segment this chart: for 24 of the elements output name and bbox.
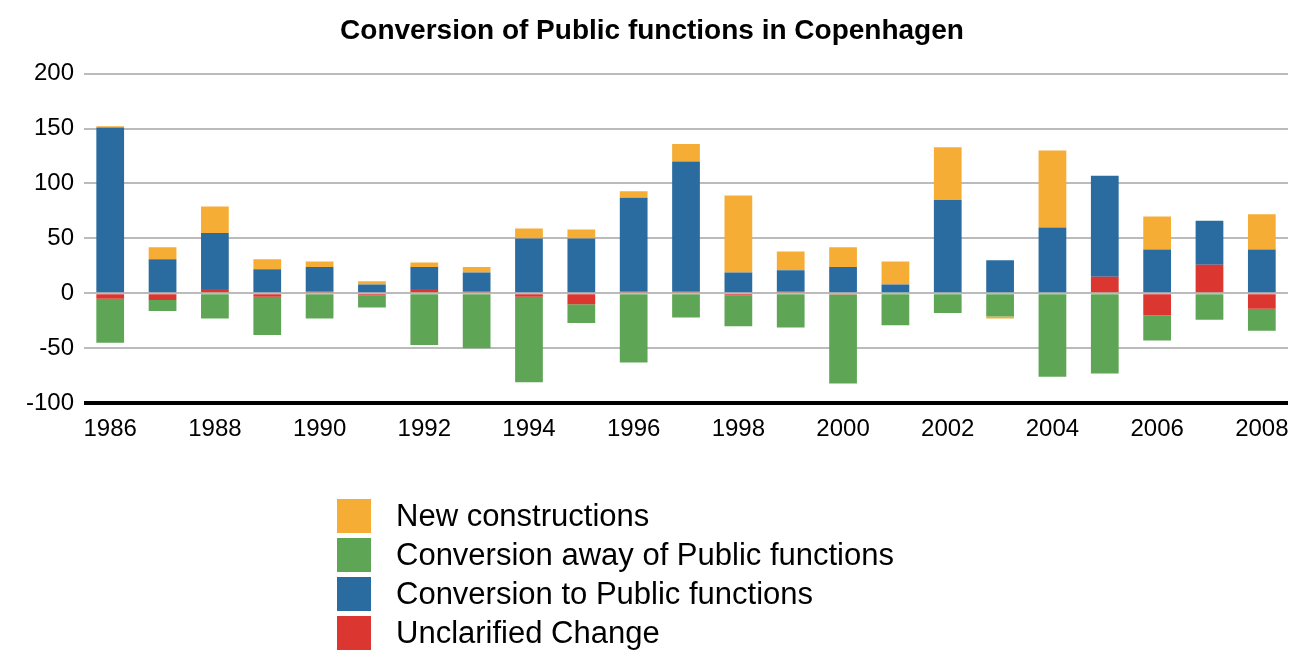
legend-label: Conversion to Public functions bbox=[396, 575, 814, 612]
x-tick-label: 2006 bbox=[1130, 414, 1184, 442]
x-tick-label: 2002 bbox=[921, 414, 975, 442]
y-tick-label: 100 bbox=[33, 168, 75, 196]
y-tick-label: 150 bbox=[33, 113, 75, 141]
x-tick-label: 1992 bbox=[397, 414, 451, 442]
legend-label: Conversion away of Public functions bbox=[396, 536, 894, 573]
y-tick-label: 50 bbox=[47, 223, 75, 251]
chart-title: Conversion of Public functions in Copenhagen bbox=[340, 13, 964, 45]
x-tick-label: 2008 bbox=[1235, 414, 1289, 442]
x-tick-label: 1998 bbox=[711, 414, 766, 442]
legend-label: New constructions bbox=[396, 497, 650, 534]
legend-label: Unclarified Change bbox=[396, 614, 660, 651]
x-tick-label: 1994 bbox=[502, 414, 556, 442]
x-tick-label: 1986 bbox=[83, 414, 137, 442]
x-tick-label: 2004 bbox=[1025, 414, 1080, 442]
y-tick-label: -100 bbox=[25, 387, 75, 415]
y-tick-label: 200 bbox=[33, 58, 75, 86]
x-tick-label: 1988 bbox=[188, 414, 242, 442]
x-tick-label: 1996 bbox=[606, 414, 661, 442]
y-tick-label: 0 bbox=[60, 277, 75, 305]
x-tick-label: 1990 bbox=[292, 414, 347, 442]
y-tick-label: -50 bbox=[39, 332, 75, 360]
x-tick-label: 2000 bbox=[816, 414, 870, 442]
